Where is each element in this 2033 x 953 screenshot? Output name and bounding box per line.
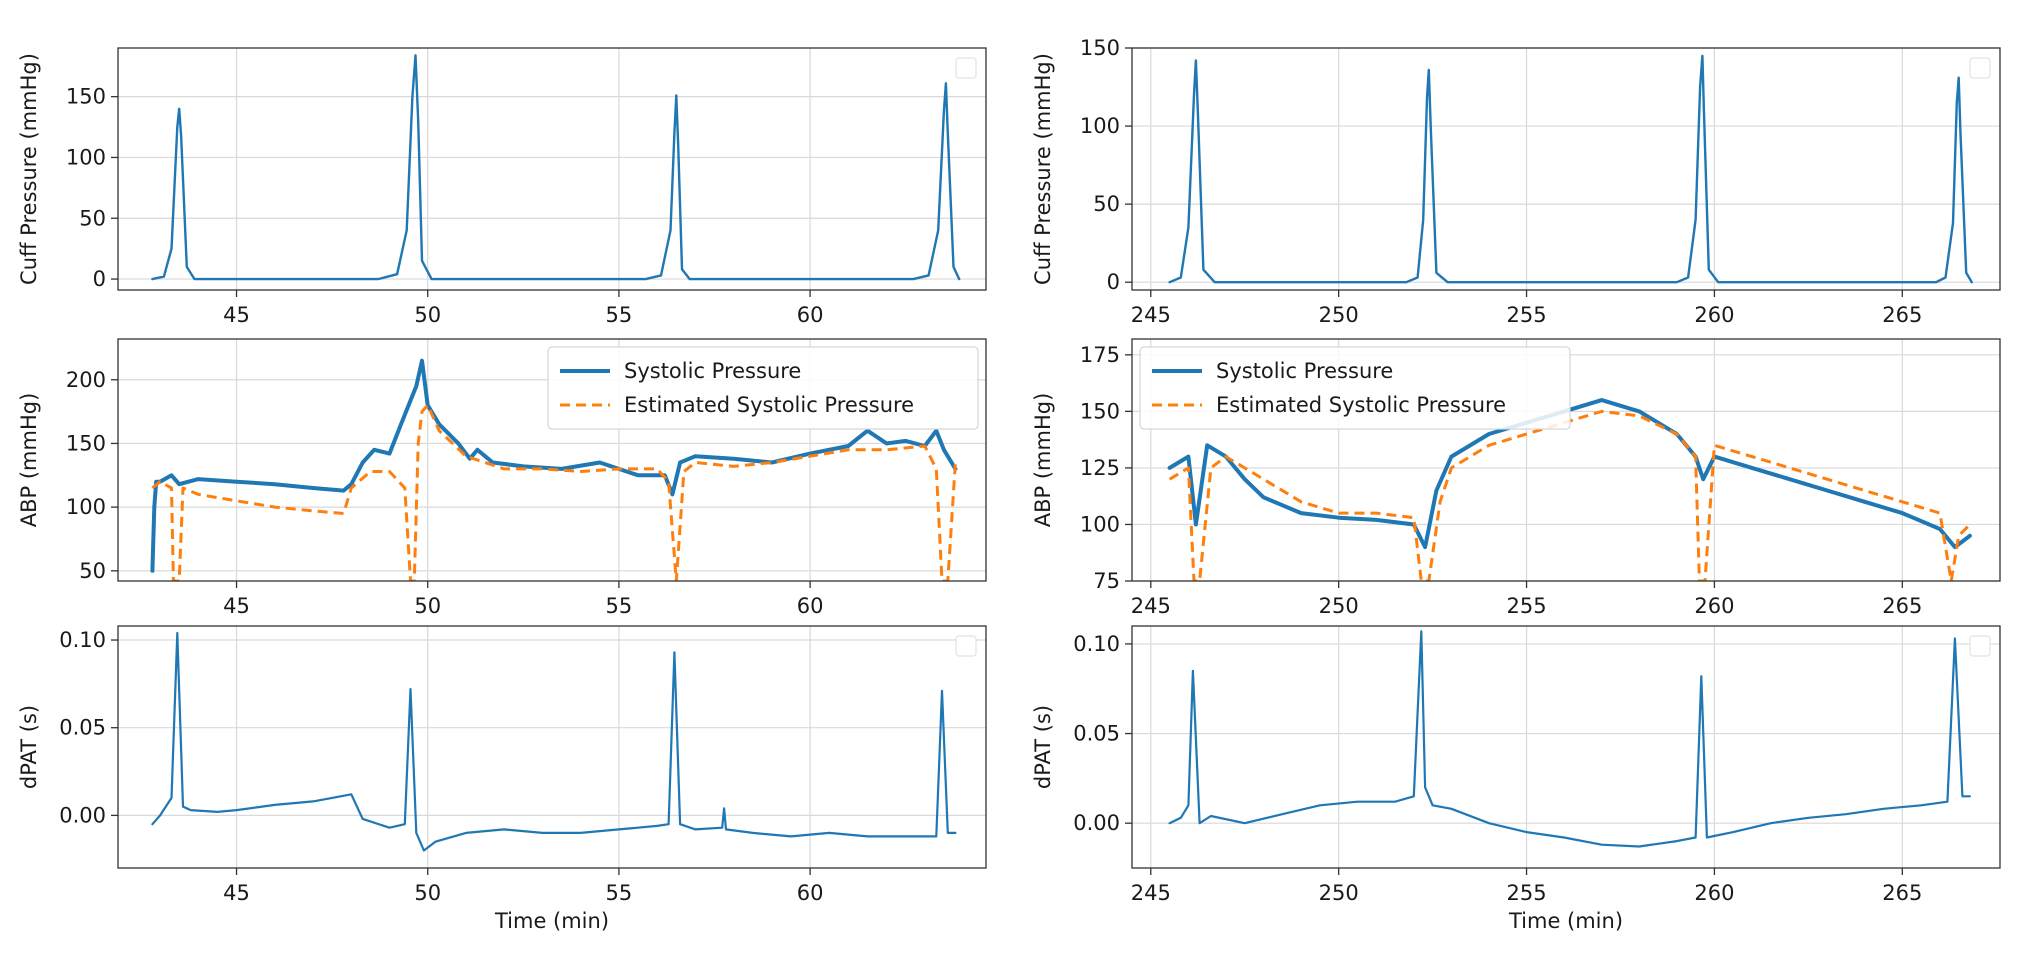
abp-left-xtick-label: 50 [414, 594, 441, 618]
dpat-left-xtick-label: 45 [223, 881, 250, 905]
abp-right-xtick-label: 245 [1131, 594, 1171, 618]
abp-left-legend-label: Systolic Pressure [624, 359, 801, 383]
dpat-right-xtick-label: 250 [1319, 881, 1359, 905]
dpat-right-plot-area [1132, 626, 2000, 868]
cuff-right-series-cuff-pressure [1168, 54, 1973, 284]
dpat-left-panel: 45 50 55 60 0.00 0.05 0.10 dPAT (s) Time (min) [17, 625, 987, 933]
abp-left-xtick-label: 45 [223, 594, 250, 618]
dpat-left-ytick-label: 0.00 [59, 803, 106, 827]
cuff-left-xtick-label: 45 [223, 303, 250, 327]
abp-left-xtick-label: 55 [606, 594, 633, 618]
abp-right-series-estimated-systolic-pressure [1168, 409, 1971, 581]
cuff-left-ytick-label: 50 [79, 206, 106, 230]
abp-left-panel: 45 50 55 60 50 100 150 200 ABP (mmHg) Systolic Pr… [17, 338, 987, 618]
cuff-right-panel: 245 250 255 260 265 0 50 100 150 Cuff Pressure (m… [1031, 36, 2001, 327]
abp-right-xtick-label: 250 [1319, 594, 1359, 618]
dpat-left-series-dpat [151, 631, 957, 852]
cuff-left-panel: 45 50 55 60 0 50 100 150 Cuff Pressure (mmHg) [17, 47, 987, 327]
abp-left-legend: Systolic Pressure Estimated Systolic Pres… [547, 346, 979, 430]
dpat-right-panel: 245 250 255 260 265 0.00 0.05 0.10 dPAT (s) Time … [1031, 625, 2001, 933]
cuff-right-xtick-label: 260 [1694, 303, 1734, 327]
abp-left-frame [117, 338, 987, 582]
abp-right-xtick-label: 260 [1694, 594, 1734, 618]
cuff-left-plot-area [118, 48, 986, 290]
dpat-right-ytick-label: 0.10 [1073, 632, 1120, 656]
cuff-left-ylabel: Cuff Pressure (mmHg) [17, 53, 41, 285]
abp-right-ytick-label: 75 [1093, 569, 1120, 593]
cuff-right-plot-area [1132, 48, 2000, 290]
abp-left-ytick-label: 200 [66, 368, 106, 392]
cuff-right-ytick-label: 50 [1093, 192, 1120, 216]
dpat-left-frame [117, 625, 987, 869]
dpat-right-xtick-label: 245 [1131, 881, 1171, 905]
abp-left-series-systolic-pressure [150, 358, 958, 573]
abp-left-ytick-label: 150 [66, 431, 106, 455]
dpat-right-xtick-label: 260 [1694, 881, 1734, 905]
dpat-right-xlabel: Time (min) [1508, 909, 1623, 933]
abp-left-xtick-label: 60 [797, 594, 824, 618]
cuff-left-xtick-label: 50 [414, 303, 441, 327]
cuff-right-empty-legend [1969, 57, 1991, 79]
dpat-right-ytick-label: 0.05 [1073, 722, 1120, 746]
cuff-left-ytick-label: 100 [66, 145, 106, 169]
cuff-left-frame [117, 47, 987, 291]
cuff-right-xtick-label: 255 [1506, 303, 1546, 327]
cuff-left-series-cuff-pressure [151, 54, 961, 281]
dpat-left-ylabel: dPAT (s) [17, 705, 41, 789]
abp-left-ylabel: ABP (mmHg) [17, 393, 41, 528]
abp-right-legend: Systolic Pressure Estimated Systolic Pres… [1139, 346, 1571, 430]
dpat-left-xtick-label: 55 [606, 881, 633, 905]
cuff-left-xtick-label: 55 [606, 303, 633, 327]
abp-left-legend-box [547, 346, 979, 430]
dpat-left-xtick-label: 60 [797, 881, 824, 905]
dpat-right-ytick-label: 0.00 [1073, 811, 1120, 835]
cuff-right-ytick-label: 150 [1080, 36, 1120, 60]
abp-left-legend-label: Estimated Systolic Pressure [624, 393, 914, 417]
abp-left-ytick-label: 100 [66, 495, 106, 519]
cuff-left-ytick-label: 0 [93, 267, 106, 291]
abp-right-ytick-label: 150 [1080, 399, 1120, 423]
dpat-right-xtick-label: 265 [1882, 881, 1922, 905]
cuff-right-ylabel: Cuff Pressure (mmHg) [1031, 53, 1055, 285]
abp-right-legend-label: Estimated Systolic Pressure [1216, 393, 1506, 417]
abp-right-panel: 245 250 255 260 265 75 100 125 150 175 ABP (mmHg) S… [1031, 338, 2001, 618]
cuff-right-xtick-label: 245 [1131, 303, 1171, 327]
abp-right-ytick-label: 100 [1080, 512, 1120, 536]
cuff-right-xtick-label: 250 [1319, 303, 1359, 327]
dpat-right-ylabel: dPAT (s) [1031, 705, 1055, 789]
dpat-left-plot-area [118, 626, 986, 868]
cuff-right-ytick-label: 0 [1107, 270, 1120, 294]
dpat-left-ytick-label: 0.10 [59, 628, 106, 652]
dpat-right-empty-legend [1969, 635, 1991, 657]
dpat-left-empty-legend [955, 635, 977, 657]
abp-right-legend-box [1139, 346, 1571, 430]
abp-right-legend-label: Systolic Pressure [1216, 359, 1393, 383]
abp-left-ytick-label: 50 [79, 559, 106, 583]
abp-right-xtick-label: 255 [1506, 594, 1546, 618]
cuff-left-empty-legend [955, 57, 977, 79]
dpat-left-xtick-label: 50 [414, 881, 441, 905]
abp-right-frame [1131, 338, 2001, 582]
dpat-left-ytick-label: 0.05 [59, 716, 106, 740]
abp-left-series-estimated-systolic-pressure [151, 403, 957, 581]
cuff-right-ytick-label: 100 [1080, 114, 1120, 138]
cuff-left-xtick-label: 60 [797, 303, 824, 327]
dpat-right-frame [1131, 625, 2001, 869]
abp-right-ytick-label: 125 [1080, 456, 1120, 480]
abp-right-xtick-label: 265 [1882, 594, 1922, 618]
dpat-right-xtick-label: 255 [1506, 881, 1546, 905]
cuff-right-frame [1131, 47, 2001, 291]
dpat-left-xlabel: Time (min) [494, 909, 609, 933]
abp-right-ylabel: ABP (mmHg) [1031, 393, 1055, 528]
cuff-left-ytick-label: 150 [66, 85, 106, 109]
cuff-right-xtick-label: 265 [1882, 303, 1922, 327]
dpat-right-series-dpat [1168, 630, 1971, 848]
abp-right-ytick-label: 175 [1080, 343, 1120, 367]
